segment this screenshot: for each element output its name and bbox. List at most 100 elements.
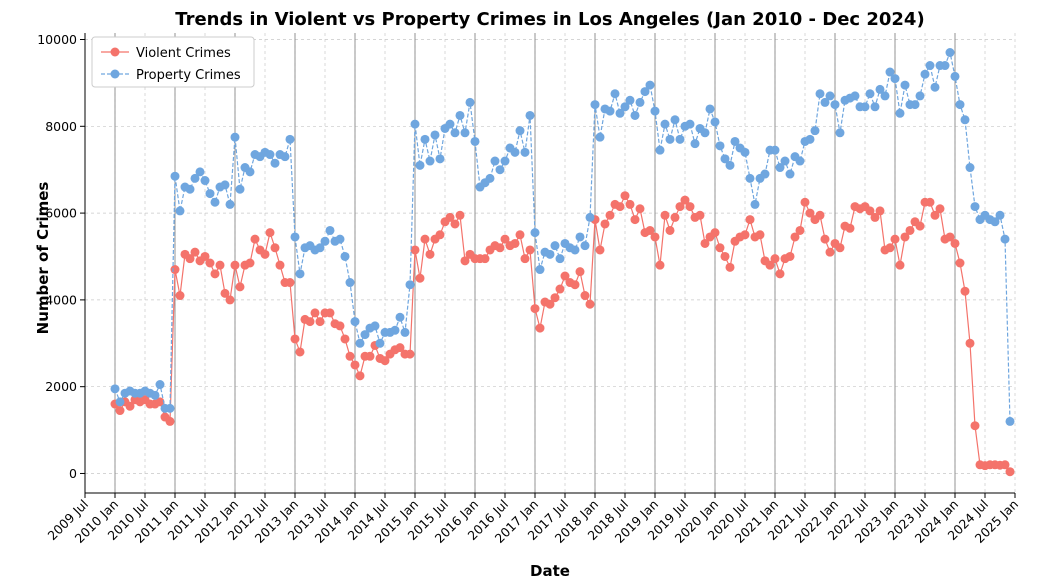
data-point — [175, 291, 185, 301]
data-point — [525, 245, 535, 255]
data-point — [425, 249, 435, 259]
data-point — [850, 91, 860, 101]
data-point — [260, 249, 270, 259]
data-point — [400, 327, 410, 337]
data-point — [970, 202, 980, 212]
data-point — [640, 87, 650, 97]
data-point — [885, 243, 895, 253]
data-point — [825, 247, 835, 257]
data-point — [945, 232, 955, 242]
data-point — [175, 206, 185, 216]
data-point — [875, 206, 885, 216]
data-point — [185, 184, 195, 194]
data-point — [155, 380, 165, 390]
data-point — [665, 134, 675, 144]
data-point — [930, 210, 940, 220]
data-point — [650, 106, 660, 116]
data-point — [405, 349, 415, 359]
data-point — [550, 293, 560, 303]
data-point — [935, 204, 945, 214]
data-point — [445, 119, 455, 129]
data-point — [835, 243, 845, 253]
data-point — [235, 282, 245, 292]
data-point — [320, 236, 330, 246]
data-point — [615, 108, 625, 118]
data-point — [775, 163, 785, 173]
data-point — [490, 156, 500, 166]
series-layer — [110, 48, 1015, 477]
data-point — [435, 230, 445, 240]
data-point — [560, 271, 570, 281]
data-point — [740, 230, 750, 240]
data-point — [655, 260, 665, 270]
data-point — [820, 234, 830, 244]
data-point — [305, 317, 315, 327]
data-point — [770, 254, 780, 264]
data-point — [405, 280, 415, 290]
data-point — [595, 132, 605, 142]
data-point — [950, 71, 960, 81]
data-point — [555, 254, 565, 264]
data-point — [815, 210, 825, 220]
y-tick-label: 2000 — [45, 379, 77, 394]
data-point — [630, 215, 640, 225]
data-point — [125, 401, 135, 411]
data-point — [245, 167, 255, 177]
data-point — [355, 371, 365, 381]
data-point — [600, 219, 610, 229]
data-point — [520, 254, 530, 264]
data-point — [870, 212, 880, 222]
data-point — [265, 228, 275, 238]
data-point — [645, 80, 655, 90]
data-point — [825, 91, 835, 101]
data-point — [895, 108, 905, 118]
data-point — [235, 184, 245, 194]
data-point — [580, 291, 590, 301]
data-point — [925, 61, 935, 71]
data-point — [710, 228, 720, 238]
data-point — [485, 173, 495, 183]
data-point — [230, 260, 240, 270]
data-point — [310, 308, 320, 318]
data-point — [495, 165, 505, 175]
data-point — [1005, 416, 1015, 426]
data-point — [775, 269, 785, 279]
data-point — [790, 232, 800, 242]
data-point — [530, 304, 540, 314]
data-point — [110, 384, 120, 394]
data-point — [900, 80, 910, 90]
data-point — [535, 323, 545, 333]
data-point — [925, 197, 935, 207]
data-point — [905, 225, 915, 235]
data-point — [195, 167, 205, 177]
data-point — [645, 225, 655, 235]
data-point — [465, 97, 475, 107]
y-tick-label: 4000 — [45, 292, 77, 307]
data-point — [200, 176, 210, 186]
data-point — [705, 104, 715, 114]
data-point — [225, 295, 235, 305]
data-point — [525, 110, 535, 120]
legend-property-marker — [110, 69, 120, 79]
data-point — [510, 238, 520, 248]
data-point — [290, 334, 300, 344]
data-point — [205, 189, 215, 199]
data-point — [1005, 467, 1015, 477]
data-point — [795, 156, 805, 166]
data-point — [210, 269, 220, 279]
data-point — [845, 223, 855, 233]
data-point — [545, 299, 555, 309]
data-point — [170, 265, 180, 275]
data-point — [890, 234, 900, 244]
data-point — [360, 330, 370, 340]
data-point — [275, 260, 285, 270]
data-point — [215, 260, 225, 270]
data-point — [555, 284, 565, 294]
data-point — [575, 232, 585, 242]
data-point — [410, 245, 420, 255]
data-point — [955, 100, 965, 110]
data-point — [500, 156, 510, 166]
data-point — [585, 299, 595, 309]
data-point — [515, 126, 525, 136]
